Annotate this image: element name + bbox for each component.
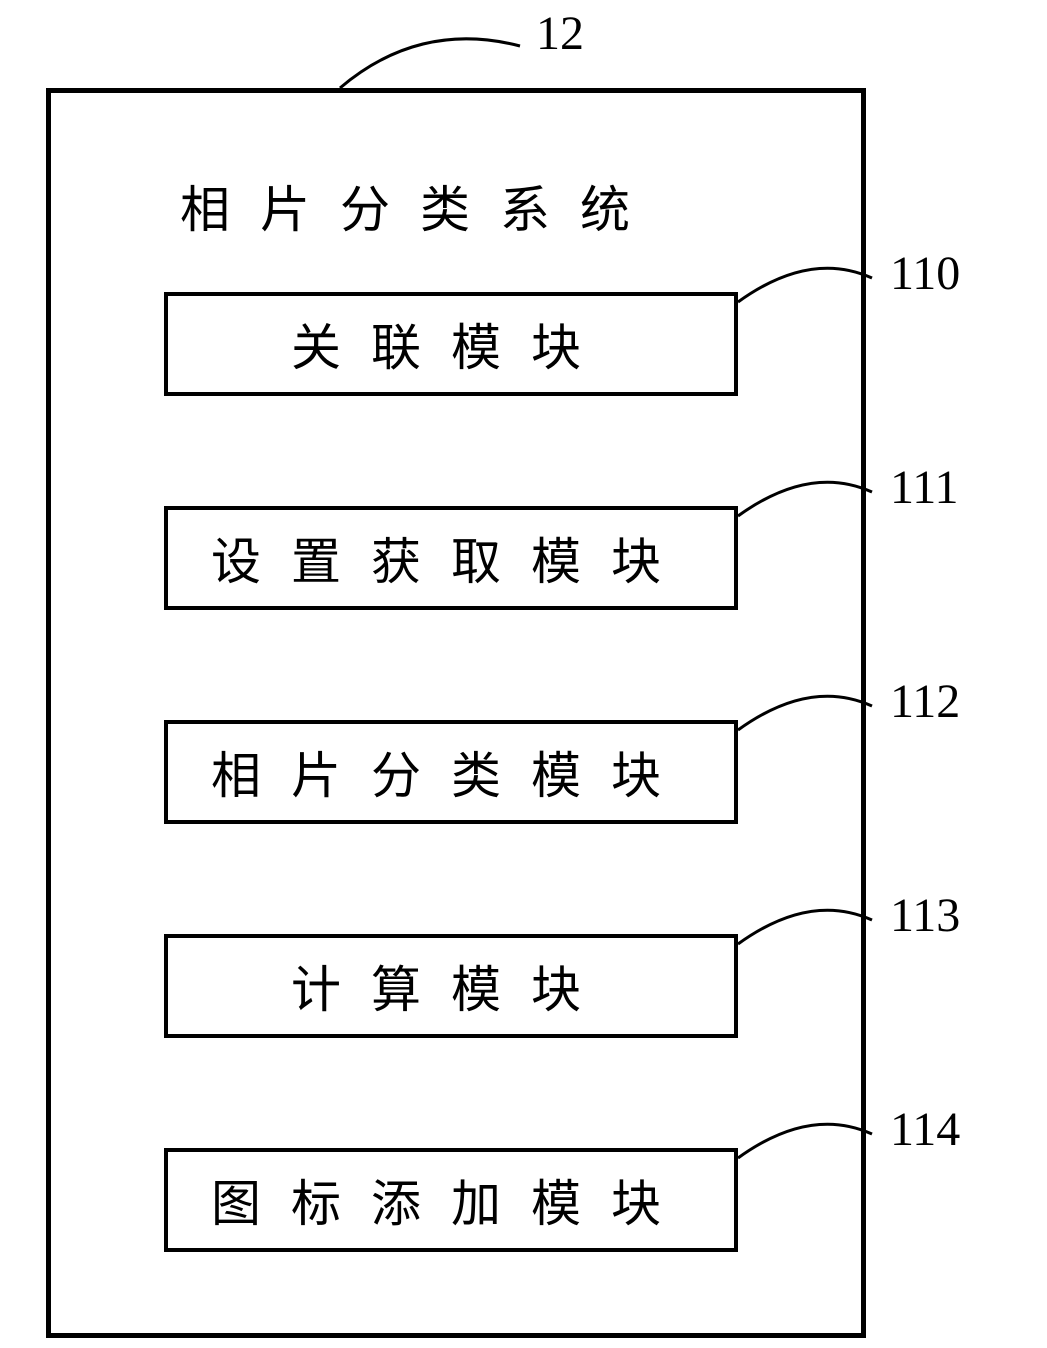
module-ref-label: 114 bbox=[890, 1102, 960, 1157]
module-label: 图标添加模块 bbox=[211, 1164, 691, 1236]
module-box-114: 图标添加模块 bbox=[164, 1148, 738, 1252]
diagram-canvas: 12 相片分类系统 关联模块 110 设置获取模块 111 相片分类模块 112 计算模块 1… bbox=[0, 0, 1047, 1348]
module-box-113: 计算模块 bbox=[164, 934, 738, 1038]
module-box-110: 关联模块 bbox=[164, 292, 738, 396]
module-label: 设置获取模块 bbox=[211, 522, 691, 594]
module-box-112: 相片分类模块 bbox=[164, 720, 738, 824]
outer-ref-label: 12 bbox=[536, 6, 584, 61]
module-label: 相片分类模块 bbox=[211, 736, 691, 808]
module-box-111: 设置获取模块 bbox=[164, 506, 738, 610]
module-ref-label: 113 bbox=[890, 888, 960, 943]
module-ref-label: 112 bbox=[890, 674, 960, 729]
module-ref-label: 111 bbox=[890, 460, 958, 515]
module-label: 计算模块 bbox=[291, 950, 611, 1022]
module-label: 关联模块 bbox=[291, 308, 611, 380]
system-title: 相片分类系统 bbox=[180, 170, 660, 242]
module-ref-label: 110 bbox=[890, 246, 960, 301]
